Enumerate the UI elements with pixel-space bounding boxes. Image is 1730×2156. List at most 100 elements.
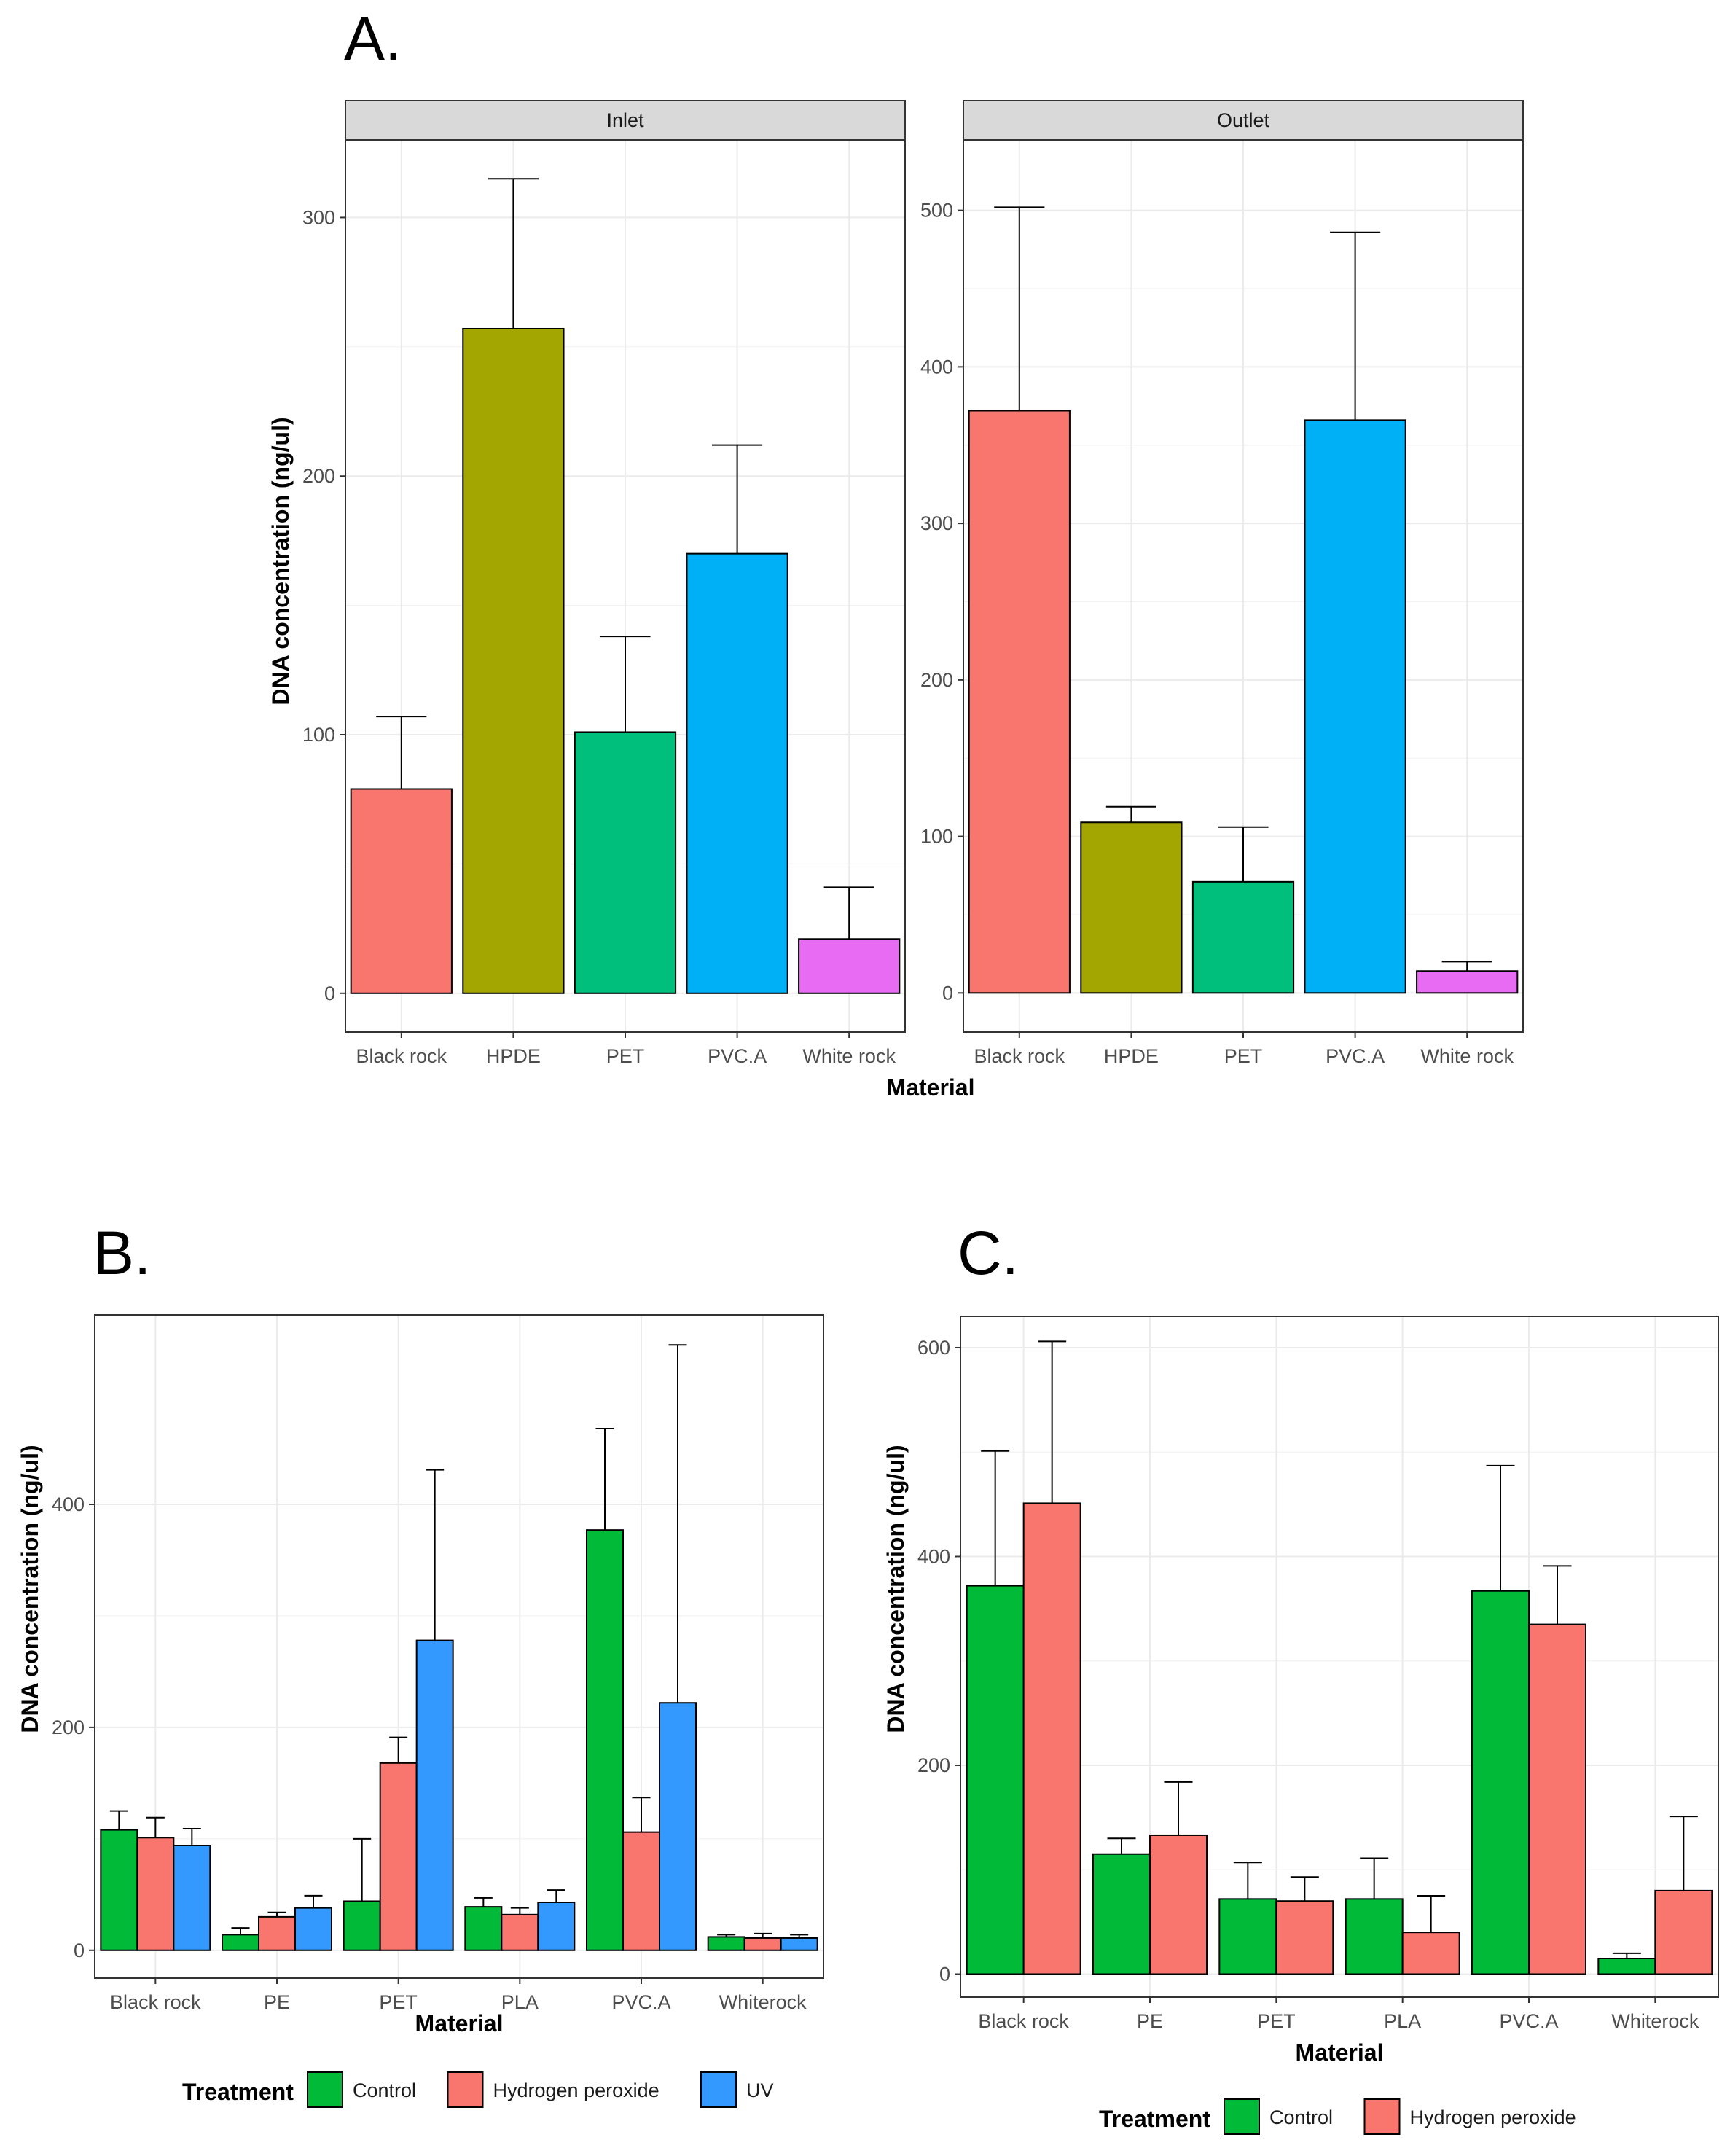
chart-b-legend-label-uv: UV (746, 2079, 774, 2101)
chart-c-x-tick-label-pvc-a: PVC.A (1499, 2010, 1558, 2032)
chart-a-outlet-facet-strip (963, 100, 1524, 141)
chart-a-outlet-x-tick-label-hpde: HPDE (1104, 1045, 1159, 1067)
chart-a-inlet-bar-value-hpde (462, 327, 565, 994)
chart-a-outlet-y-tick-label: 300 (920, 512, 953, 534)
chart-a-outlet-bar-value-black-rock (968, 410, 1071, 994)
chart-a-outlet-y-tick-label: 200 (920, 669, 953, 691)
chart-c-y-tick-label: 400 (917, 1545, 950, 1567)
chart-b-bar-uv-whiterock (780, 1937, 818, 1951)
chart-a-outlet-y-tick-label: 100 (920, 826, 953, 848)
chart-a-outlet-x-tick-label-black-rock: Black rock (974, 1045, 1065, 1067)
chart-a-outlet-plot: 0 100 200 300 400 500 Black rock HPDE PET PVC.A Wh… (920, 100, 1524, 1067)
chart-c-bar-hydrogen-peroxide-whiterock (1654, 1889, 1713, 1975)
chart-b-legend-label-hydrogen-peroxide: Hydrogen peroxide (493, 2079, 659, 2101)
chart-b-bar-hydrogen-peroxide-pla (501, 1913, 539, 1951)
chart-b-legend-key-hydrogen-peroxide (447, 2071, 484, 2108)
chart-a-inlet-facet-strip (345, 100, 906, 141)
chart-b-bar-control-pet (343, 1900, 381, 1951)
chart-c-bar-hydrogen-peroxide-pe (1149, 1834, 1208, 1975)
chart-a-inlet-bar-value-pet (574, 731, 677, 994)
chart-b-legend-title: Treatment (182, 2079, 294, 2105)
chart-b-bar-uv-pe (294, 1907, 332, 1951)
chart-c-bar-control-pet (1218, 1898, 1277, 1975)
chart-c-y-tick-label: 0 (939, 1963, 950, 1985)
chart-c-bar-control-pla (1345, 1898, 1404, 1975)
chart-a-outlet-y-tick-label: 400 (920, 356, 953, 378)
chart-b-bar-hydrogen-peroxide-pvc-a (622, 1831, 660, 1951)
chart-c-bar-control-pvc-a (1471, 1590, 1530, 1975)
chart-b-bar-control-pvc-a (586, 1529, 624, 1951)
chart-c-legend-label-hydrogen-peroxide: Hydrogen peroxide (1410, 2106, 1576, 2128)
chart-a-outlet-facet-strip-label: Outlet (1217, 109, 1270, 131)
chart-c-x-tick-label-pet: PET (1257, 2010, 1296, 2032)
chart-a-outlet-x-tick-label-white-rock: White rock (1420, 1045, 1514, 1067)
chart-b-bar-hydrogen-peroxide-pe (258, 1915, 296, 1951)
panel-c-label: C. (958, 1219, 1019, 1287)
chart-b-x-tick-label-pvc-a: PVC.A (611, 1991, 670, 2013)
chart-a-inlet-x-tick-label-white-rock: White rock (802, 1045, 896, 1067)
chart-a-inlet-y-tick-label: 100 (302, 724, 335, 746)
chart-a-outlet-x-tick-label-pet: PET (1224, 1045, 1263, 1067)
chart-c-bar-hydrogen-peroxide-pet (1275, 1900, 1334, 1975)
chart-c-legend: Treatment Control Hydrogen peroxide (1099, 2098, 1576, 2135)
chart-a-inlet-plot: 0 100 200 300 Black rock HPDE PET PVC.A White ro… (302, 100, 906, 1067)
chart-b-y-tick-label: 200 (52, 1716, 85, 1738)
chart-c-panel-border (960, 1316, 1719, 1998)
chart-c-x-tick-label-whiterock: Whiterock (1611, 2010, 1699, 2032)
chart-a-outlet-bar-value-pet (1191, 880, 1295, 994)
panel-a-label: A. (344, 4, 402, 73)
panel-b-label: B. (93, 1219, 151, 1287)
chart-c-legend-key-control (1224, 2098, 1260, 2135)
chart-c-y-axis-title: DNA concentration (ng/ul) (882, 1445, 909, 1733)
chart-b-legend-key-uv (700, 2071, 737, 2108)
chart-b-bar-hydrogen-peroxide-pet (379, 1762, 418, 1951)
chart-b-legend-key-control (307, 2071, 343, 2108)
chart-c-y-tick-label: 200 (917, 1754, 950, 1776)
chart-b-bar-hydrogen-peroxide-black-rock (136, 1837, 175, 1951)
chart-b-bar-uv-pvc-a (659, 1702, 697, 1951)
chart-a-outlet-x-tick-label-pvc-a: PVC.A (1326, 1045, 1385, 1067)
chart-a-inlet-y-tick-label: 0 (324, 983, 335, 1004)
chart-a: 0 100 200 300 Black rock HPDE PET PVC.A White ro… (267, 100, 1524, 1101)
chart-c: 0 200 400 600 Black rock PE PET PLA PVC.A Whitero… (882, 1316, 1719, 2135)
chart-c-bar-hydrogen-peroxide-black-rock (1022, 1502, 1081, 1975)
chart-c-y-tick-label: 600 (917, 1337, 950, 1359)
chart-b-bar-hydrogen-peroxide-whiterock (743, 1937, 782, 1951)
chart-a-y-axis-title: DNA concentration (ng/ul) (267, 417, 294, 705)
chart-a-inlet-x-tick-label-hpde: HPDE (486, 1045, 541, 1067)
chart-b-y-axis-title: DNA concentration (ng/ul) (17, 1445, 43, 1733)
chart-c-legend-key-hydrogen-peroxide (1363, 2098, 1401, 2135)
chart-b-x-tick-label-pla: PLA (501, 1991, 539, 2013)
chart-a-outlet-bar-value-white-rock (1416, 970, 1519, 994)
chart-c-x-tick-label-pe: PE (1137, 2010, 1163, 2032)
chart-c-plot: 0 200 400 600 Black rock PE PET PLA PVC.A Whitero… (917, 1316, 1719, 2032)
chart-b-plot: 0 200 400 Black rock PE PET PLA PVC.A Whiterock (52, 1314, 824, 2013)
chart-a-inlet-x-tick-label-black-rock: Black rock (356, 1045, 447, 1067)
chart-b-legend-label-control: Control (353, 2079, 416, 2101)
chart-a-outlet-bar-value-hpde (1080, 821, 1183, 994)
chart-b-bar-uv-pla (537, 1902, 576, 1951)
chart-a-inlet-bar-value-pvc-a (686, 552, 788, 994)
chart-b-x-axis-title: Material (415, 2010, 504, 2036)
chart-a-inlet-bar-value-white-rock (798, 938, 901, 994)
chart-a-inlet-facet-strip-label: Inlet (606, 109, 644, 131)
chart-b-x-tick-label-black-rock: Black rock (110, 1991, 201, 2013)
chart-b-bar-control-pla (464, 1906, 503, 1951)
chart-b-y-tick-label: 400 (52, 1493, 85, 1515)
chart-c-plot-background (960, 1316, 1718, 1997)
chart-c-bar-control-pe (1092, 1853, 1151, 1975)
chart-c-x-axis-title: Material (1296, 2039, 1384, 2066)
chart-a-inlet-x-tick-label-pet: PET (606, 1045, 645, 1067)
chart-b-bar-uv-black-rock (173, 1845, 211, 1951)
chart-b-x-tick-label-whiterock: Whiterock (719, 1991, 807, 2013)
chart-c-bar-hydrogen-peroxide-pla (1401, 1932, 1460, 1975)
chart-a-inlet-x-tick-label-pvc-a: PVC.A (708, 1045, 767, 1067)
chart-a-inlet-y-tick-label: 300 (302, 206, 335, 228)
chart-b-x-tick-label-pet: PET (379, 1991, 418, 2013)
chart-b-y-tick-label: 0 (74, 1940, 85, 1961)
chart-a-outlet-y-tick-label: 500 (920, 200, 953, 222)
chart-a-inlet-bar-value-black-rock (350, 788, 453, 994)
chart-a-outlet-bar-value-pvc-a (1304, 419, 1406, 994)
